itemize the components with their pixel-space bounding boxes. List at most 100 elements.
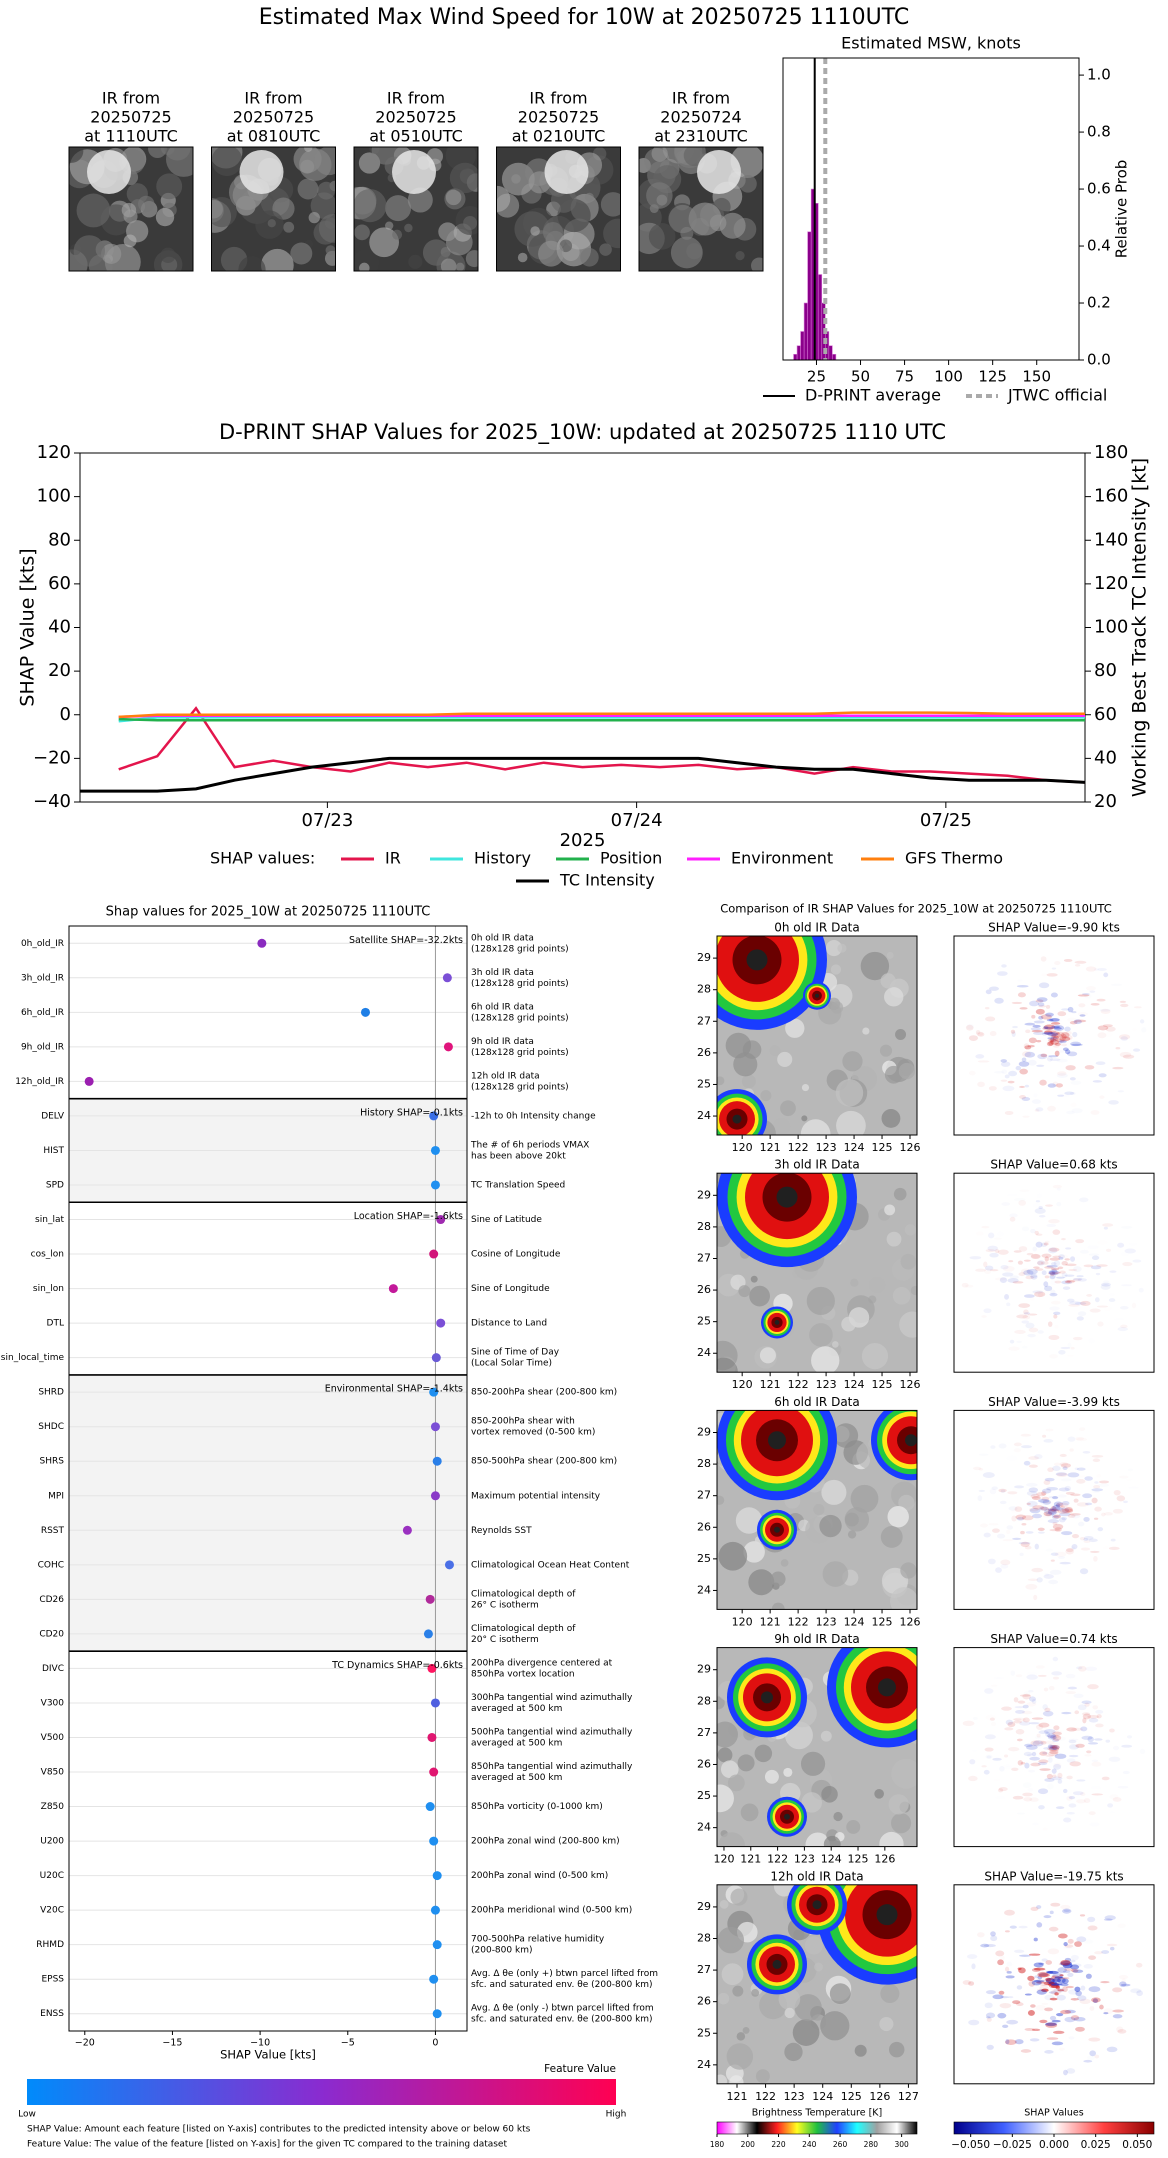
map-x-tick-label: 125: [872, 1141, 893, 1154]
feature-description: (128x128 grid points): [471, 979, 569, 989]
shap-speckle: [1076, 1467, 1086, 1471]
shap-speckle: [1036, 1905, 1042, 1910]
shap-speckle: [1027, 1333, 1036, 1338]
thumbnail-label: 20250724: [660, 108, 741, 127]
cloud: [823, 1835, 841, 1847]
shap-speckle: [1033, 1967, 1046, 1971]
thumbnail-image: [69, 147, 193, 271]
shap-speckle: [999, 1443, 1007, 1448]
map-x-tick-label: 120: [713, 1853, 734, 1866]
shap-speckle: [1069, 1512, 1081, 1516]
shap-speckle: [1008, 1070, 1018, 1077]
shap-speckle: [1120, 1036, 1129, 1041]
shap-speckle: [1065, 1691, 1076, 1694]
shap-speckle: [996, 1533, 1006, 1539]
shap-speckle: [1030, 1740, 1041, 1746]
cloud: [733, 1052, 758, 1077]
shap-dot: [84, 1076, 94, 1086]
shap-speckle: [1042, 1026, 1054, 1031]
shap-speckle: [1053, 1501, 1063, 1507]
shap-speckle: [1050, 1262, 1057, 1266]
shap-speckle: [968, 1775, 978, 1782]
cloud: [290, 242, 313, 265]
shap-speckle: [1015, 1514, 1027, 1520]
shap-frame: [953, 1172, 1155, 1373]
shap-speckle: [1074, 1941, 1082, 1947]
shap-speckle: [1085, 1973, 1092, 1979]
shap-speckle: [1043, 1439, 1054, 1443]
shap-speckle: [1113, 1746, 1119, 1750]
cloud: [718, 1832, 746, 1847]
shap-dot: [429, 1111, 439, 1121]
shap-map: [954, 1647, 1154, 1847]
shap-speckle: [1088, 1811, 1096, 1816]
cloud: [801, 1115, 808, 1122]
shap-speckle: [1018, 1967, 1026, 1974]
shap-speckle: [1030, 1762, 1041, 1767]
feature-label: cos_lon: [31, 1250, 64, 1260]
comparison-title: Comparison of IR SHAP Values for 2025_10…: [720, 902, 1112, 916]
cloud: [385, 195, 412, 222]
shap-dot: [430, 1422, 440, 1432]
cloud: [238, 256, 266, 271]
map-y-tick-label: 25: [697, 1552, 711, 1565]
chart-title: Shap values for 2025_10W at 20250725 111…: [106, 905, 431, 920]
shap-speckle: [998, 1990, 1005, 1995]
shap-speckle: [1060, 1505, 1065, 1510]
legend-label: History: [474, 849, 531, 868]
shap-speckle: [1033, 1093, 1038, 1097]
shap-speckle: [1103, 1226, 1108, 1230]
feature-description: Sine of Time of Day: [471, 1348, 560, 1358]
shap-speckle: [998, 1488, 1007, 1493]
shap-speckle: [999, 2003, 1012, 2009]
shap-speckle: [1047, 1508, 1060, 1512]
shap-speckle: [1028, 1722, 1040, 1725]
shap-speckle: [1059, 1056, 1065, 1059]
cloud: [603, 218, 621, 249]
shap-speckle: [1043, 1511, 1053, 1517]
shap-speckle: [1048, 1247, 1060, 1252]
thumbnail-label: IR from: [102, 89, 160, 108]
shap-speckle: [1075, 1990, 1082, 1997]
shap-speckle: [1018, 1303, 1031, 1308]
shap-speckle: [962, 1720, 975, 1727]
shap-speckle: [1065, 1049, 1071, 1055]
map-x-tick-label: 125: [841, 2090, 862, 2103]
shap-speckle: [1047, 1037, 1058, 1040]
feature-label: SHDC: [38, 1422, 64, 1432]
shap-speckle: [1069, 1739, 1079, 1741]
shap-speckle: [1039, 2019, 1048, 2024]
shap-speckle: [1064, 1944, 1074, 1948]
shap-speckle: [1005, 1719, 1014, 1725]
shap-speckle: [1080, 1985, 1086, 1991]
shap-speckle: [1070, 1081, 1081, 1085]
shap-speckle: [1020, 1268, 1031, 1275]
shap-speckle: [1092, 1458, 1101, 1463]
feature-description: 200hPa divergence centered at: [471, 1658, 613, 1668]
cloud: [101, 243, 122, 264]
shap-speckle: [1055, 1472, 1067, 1476]
shap-speckle: [1040, 1770, 1045, 1773]
shap-speckle: [1092, 1080, 1103, 1083]
shap-speckle: [1072, 1963, 1082, 1967]
cloud: [740, 1803, 759, 1822]
cloud: [748, 1569, 775, 1596]
shap-speckle: [1031, 1698, 1037, 1705]
shap-speckle: [1036, 1922, 1043, 1928]
feature-label: sin_local_time: [1, 1353, 65, 1363]
shap-speckle: [983, 1532, 991, 1538]
shap-speckle: [977, 1032, 985, 1037]
feature-description: Avg. Δ θe (only +) btwn parcel lifted fr…: [471, 1969, 658, 1979]
shap-speckle: [1045, 1204, 1053, 1207]
shap-speckle: [1031, 1980, 1042, 1986]
cloud: [842, 1051, 863, 1072]
shap-speckle: [1019, 1721, 1031, 1726]
shap-speckle: [1040, 1740, 1047, 1745]
cloud: [318, 213, 336, 243]
shap-speckle: [1041, 1270, 1047, 1276]
shap-speckle: [1064, 1506, 1073, 1513]
shap-speckle: [1031, 1968, 1041, 1973]
feature-label: V500: [41, 1733, 65, 1743]
cloud: [445, 189, 462, 206]
shap-speckle: [1007, 1962, 1013, 1967]
